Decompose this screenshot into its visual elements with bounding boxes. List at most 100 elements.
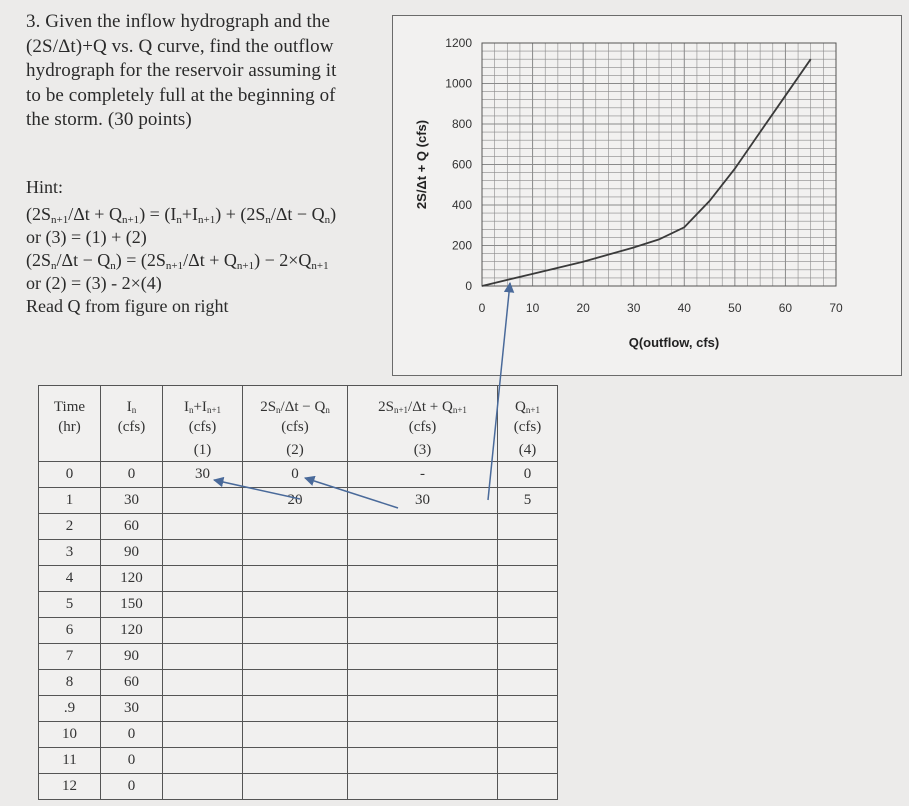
header-inflow-sum-num: (1) [162,439,243,462]
header-storage-plus-num: (3) [347,439,498,462]
table-cell [162,565,243,592]
y-tick-label: 0 [465,279,472,293]
table-row: 10 0 [38,721,558,748]
table-row: 1 30 20 30 5 [38,487,558,514]
header-storage-minus-unit: (cfs) [242,416,348,439]
table-row: 8 60 [38,669,558,696]
hint-equation-3: (2Sn/Δt − Qn) = (2Sn+1/Δt + Qn+1) − 2×Qn… [26,250,329,272]
header-outflow-num: (4) [497,439,558,462]
table-cell: 5 [497,487,558,514]
table-body: 0 0 30 0-0 1 30 20 30 5 2 60 3 90 4 120 5 150 6 120 7 90 8 60.… [38,461,558,800]
hint-equation-4: or (2) = (3) - 2×(4) [26,273,162,293]
table-cell [242,513,348,540]
table-cell: 30 [162,461,243,488]
table-cell [497,669,558,696]
hint-instruction: Read Q from figure on right [26,296,229,316]
table-cell: 90 [100,539,163,566]
table-cell [497,747,558,774]
table-row: 7 90 [38,643,558,670]
table-cell [497,643,558,670]
x-tick-label: 10 [526,301,540,315]
table-cell: 0 [497,461,558,488]
table-cell [162,721,243,748]
table-cell [497,591,558,618]
y-tick-label: 800 [452,117,472,131]
table-cell: 150 [100,591,163,618]
table-row: 5 150 [38,591,558,618]
table-cell [162,695,243,722]
table-cell [242,643,348,670]
table-cell: 12 [38,773,101,800]
header-time-unit: (hr) [38,416,101,439]
table-cell [347,695,498,722]
header-storage-minus: 2Sn/Δt − Qn [242,385,348,416]
table-cell [162,617,243,644]
x-tick-label: 40 [678,301,692,315]
table-cell [347,539,498,566]
table-cell [242,773,348,800]
table-cell [347,617,498,644]
table-cell [347,669,498,696]
table-cell [497,721,558,748]
table-cell: 6 [38,617,101,644]
table-cell [347,565,498,592]
table-cell: 11 [38,747,101,774]
table-cell: 60 [100,513,163,540]
hint-title: Hint: [26,177,64,197]
y-tick-label: 400 [452,198,472,212]
header-outflow-unit: (cfs) [497,416,558,439]
table-cell [347,513,498,540]
table-cell: 30 [347,487,498,514]
y-tick-label: 1200 [445,36,472,50]
problem-line: to be completely full at the beginning o… [26,84,336,106]
table-cell [242,721,348,748]
header-time: Time [38,385,101,416]
table-cell: 1 [38,487,101,514]
y-tick-label: 1000 [445,77,472,91]
chart-svg: 0 10 20 30 40 50 60 70 0 200 400 600 800 1000 1200 Q(ou… [414,36,843,350]
table-cell: 0 [100,721,163,748]
table-cell [242,695,348,722]
table-cell [347,773,498,800]
table-row: 12 0 [38,773,558,800]
table-cell: 10 [38,721,101,748]
table-cell [242,565,348,592]
problem-line: 3. Given the inflow hydrograph and the [26,11,331,32]
routing-table: Time In In+In+1 2Sn/Δt − Qn 2Sn+1/Δt + Q… [38,385,558,800]
table-cell [162,643,243,670]
table-cell [497,695,558,722]
header-outflow: Qn+1 [497,385,558,416]
table-row: 2 60 [38,513,558,540]
header-inflow: In [100,385,163,416]
table-cell [347,721,498,748]
table-cell [162,591,243,618]
table-cell: 8 [38,669,101,696]
y-tick-label: 200 [452,239,472,253]
problem-line: hydrograph for the reservoir assuming it [26,60,337,81]
table-cell [242,591,348,618]
table-cell [497,565,558,592]
header-inflow-unit: (cfs) [100,416,163,439]
hint-block: Hint: (2Sn+1/Δt + Qn+1) = (In+In+1) + (2… [26,176,396,318]
table-cell: 30 [100,695,163,722]
header-storage-minus-num: (2) [242,439,348,462]
x-tick-label: 20 [576,301,590,315]
table-row: 0 0 30 0-0 [38,461,558,488]
table-row: .9 30 [38,695,558,722]
storage-outflow-chart: 0 10 20 30 40 50 60 70 0 200 400 600 800 1000 1200 Q(ou… [392,15,902,376]
table-cell: 90 [100,643,163,670]
table-cell: 4 [38,565,101,592]
problem-line: the storm. (30 points) [26,109,192,130]
table-cell [162,747,243,774]
table-cell [497,773,558,800]
table-cell: 60 [100,669,163,696]
x-tick-label: 50 [728,301,742,315]
hint-equation-1: (2Sn+1/Δt + Qn+1) = (In+In+1) + (2Sn/Δt … [26,204,337,226]
table-cell: .9 [38,695,101,722]
table-cell [497,617,558,644]
table-cell: 3 [38,539,101,566]
header-storage-plus-unit: (cfs) [347,416,498,439]
hint-equation-2: or (3) = (1) + (2) [26,227,147,247]
table-cell: 5 [38,591,101,618]
table-cell [162,513,243,540]
